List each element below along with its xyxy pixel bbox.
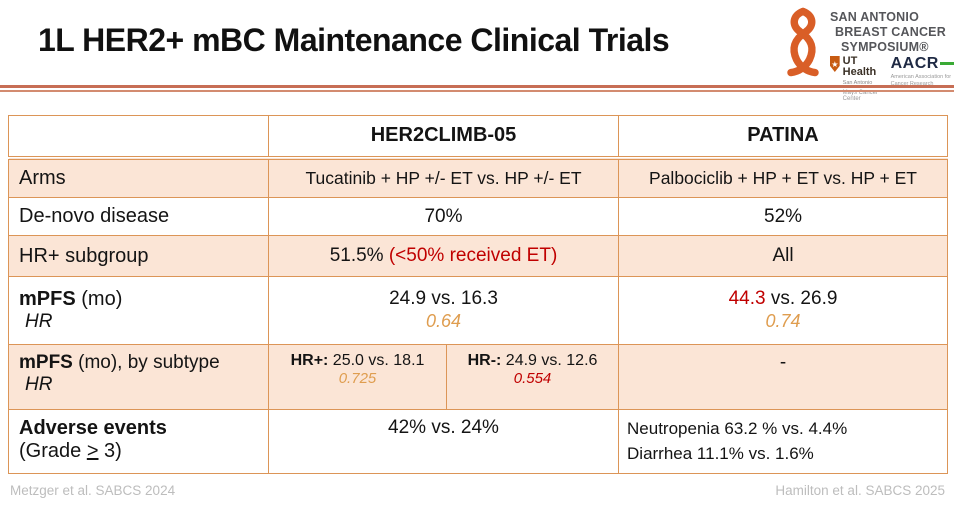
hrpos-prefix: HR+: bbox=[290, 352, 329, 369]
hr-subgroup-note: (<50% received ET) bbox=[388, 245, 558, 266]
row-label-hr-subgroup: HR+ subgroup bbox=[8, 235, 269, 277]
row-label-mpfs: mPFS (mo) HR bbox=[8, 276, 269, 345]
hrpos-hr: 0.725 bbox=[338, 370, 377, 387]
header-divider-thin bbox=[0, 90, 954, 92]
mpfs-subtype-label-hr: HR bbox=[25, 374, 53, 395]
adverse-label-bold: Adverse events bbox=[19, 417, 167, 439]
page-title: 1L HER2+ mBC Maintenance Clinical Trials bbox=[38, 22, 670, 58]
mpfs-her2climb-hr: 0.64 bbox=[425, 311, 462, 332]
hr-subgroup-her2climb-cell: 51.5% (<50% received ET) bbox=[267, 235, 620, 277]
trials-comparison-table: HER2CLIMB-05 PATINA Arms Tucatinib + HP … bbox=[8, 115, 949, 474]
row-denovo: De-novo disease 70% 52% bbox=[8, 197, 949, 236]
breast-cancer-ribbon-icon bbox=[787, 7, 819, 77]
row-mpfs: mPFS (mo) HR 24.9 vs. 16.3 0.64 44.3 vs.… bbox=[8, 276, 949, 345]
hrneg-values: 24.9 vs. 12.6 bbox=[501, 352, 598, 369]
table-header-row: HER2CLIMB-05 PATINA bbox=[8, 115, 949, 160]
adverse-grade-pre: (Grade bbox=[19, 440, 87, 462]
mpfs-subtype-hrneg-cell: HR-: 24.9 vs. 12.6 0.554 bbox=[445, 344, 620, 410]
arms-patina-cell: Palbociclib + HP + ET vs. HP + ET bbox=[618, 157, 949, 198]
column-header-her2climb05: HER2CLIMB-05 bbox=[267, 115, 620, 160]
aacr-subtitle: American Association for Cancer Research bbox=[890, 74, 952, 87]
partner-logos: ★ UT Health San Antonio Mays Cancer Cent… bbox=[830, 55, 954, 102]
mpfs-patina-cell: 44.3 vs. 26.9 0.74 bbox=[618, 276, 949, 345]
adverse-patina-neutropenia: Neutropenia 63.2 % vs. 4.4% bbox=[627, 419, 848, 438]
mpfs-label-unit: (mo) bbox=[75, 288, 123, 310]
mpfs-label-bold: mPFS bbox=[19, 288, 76, 310]
ut-health-wordmark: UT Health bbox=[842, 55, 877, 78]
hrneg-prefix: HR-: bbox=[467, 352, 502, 369]
row-label-arms: Arms bbox=[8, 157, 269, 198]
mpfs-subtype-hrpos-cell: HR+: 25.0 vs. 18.1 0.725 bbox=[268, 344, 447, 410]
sabcs-wordmark: SAN ANTONIO BREAST CANCER SYMPOSIUM® bbox=[830, 10, 946, 55]
mpfs-subtype-patina-cell: - bbox=[618, 344, 949, 410]
mpfs-patina-highlight: 44.3 bbox=[728, 288, 766, 310]
aacr-green-bar-icon bbox=[939, 62, 954, 65]
ut-health-logo: ★ UT Health San Antonio Mays Cancer Cent… bbox=[830, 56, 881, 102]
mpfs-her2climb-values: 24.9 vs. 16.3 bbox=[389, 288, 498, 310]
citation-right: Hamilton et al. SABCS 2025 bbox=[775, 483, 945, 498]
hr-subgroup-pct: 51.5% bbox=[329, 245, 389, 266]
aacr-logo: AACR American Association for Cancer Res… bbox=[890, 55, 954, 88]
adverse-grade-gte: > bbox=[86, 440, 99, 462]
row-label-denovo: De-novo disease bbox=[8, 197, 269, 236]
aacr-wordmark: AACR bbox=[890, 55, 939, 72]
ut-health-shield-icon: ★ bbox=[830, 56, 840, 72]
mpfs-her2climb-cell: 24.9 vs. 16.3 0.64 bbox=[267, 276, 620, 345]
sabcs-logo: SAN ANTONIO BREAST CANCER SYMPOSIUM® ★ U… bbox=[778, 4, 954, 102]
row-hr-subgroup: HR+ subgroup 51.5% (<50% received ET) Al… bbox=[8, 235, 949, 277]
row-mpfs-subtype: mPFS (mo), by subtype HR HR+: 25.0 vs. 1… bbox=[8, 344, 949, 410]
mpfs-subtype-label-rest: (mo), by subtype bbox=[72, 352, 220, 373]
mpfs-patina-rest: vs. 26.9 bbox=[765, 288, 838, 310]
arms-her2climb-cell: Tucatinib + HP +/- ET vs. HP +/- ET bbox=[267, 157, 620, 198]
citation-left: Metzger et al. SABCS 2024 bbox=[10, 483, 176, 498]
ut-health-center: Mays Cancer Center bbox=[842, 90, 878, 102]
row-label-mpfs-subtype: mPFS (mo), by subtype HR bbox=[8, 344, 269, 410]
star-icon: ★ bbox=[831, 59, 839, 69]
hr-subgroup-patina-cell: All bbox=[618, 235, 949, 277]
sabcs-line1: SAN ANTONIO bbox=[830, 10, 920, 24]
row-label-adverse: Adverse events (Grade > 3) bbox=[8, 409, 269, 474]
hrneg-hr: 0.554 bbox=[513, 370, 552, 387]
adverse-her2climb-cell: 42% vs. 24% bbox=[267, 409, 620, 474]
header-divider-thick bbox=[0, 85, 954, 88]
adverse-patina-diarrhea: Diarrhea 11.1% vs. 1.6% bbox=[627, 443, 814, 463]
sabcs-line2: BREAST CANCER bbox=[835, 25, 946, 39]
row-arms: Arms Tucatinib + HP +/- ET vs. HP +/- ET… bbox=[8, 157, 949, 198]
mpfs-subtype-label-bold: mPFS bbox=[19, 352, 73, 373]
sabcs-line3: SYMPOSIUM® bbox=[841, 40, 929, 54]
mpfs-label-hr: HR bbox=[25, 311, 53, 332]
adverse-grade-post: 3) bbox=[98, 440, 122, 462]
denovo-her2climb-cell: 70% bbox=[267, 197, 620, 236]
header-empty-cell bbox=[8, 115, 269, 160]
hrpos-values: 25.0 vs. 18.1 bbox=[328, 352, 425, 369]
denovo-patina-cell: 52% bbox=[618, 197, 949, 236]
row-adverse-events: Adverse events (Grade > 3) 42% vs. 24% N… bbox=[8, 409, 949, 474]
mpfs-patina-hr: 0.74 bbox=[765, 311, 801, 332]
adverse-patina-cell: Neutropenia 63.2 % vs. 4.4% Diarrhea 11.… bbox=[618, 409, 949, 474]
column-header-patina: PATINA bbox=[618, 115, 949, 160]
